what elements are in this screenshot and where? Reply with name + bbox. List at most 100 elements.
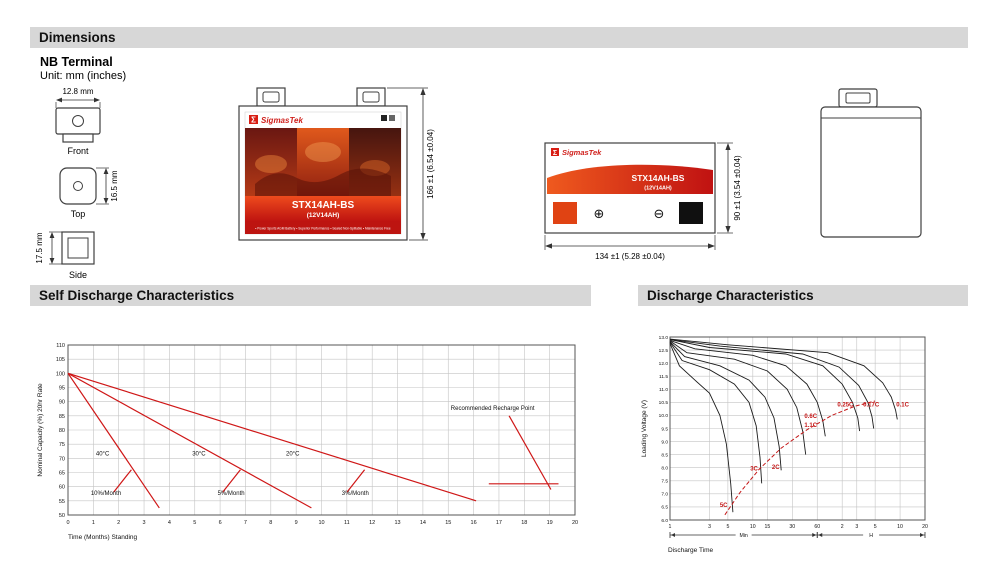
self-discharge-lines [67,372,559,509]
top-label: Top [71,209,86,219]
side-terminal-block [838,88,878,108]
svg-text:85: 85 [59,414,65,420]
brand-sigma: Σ [251,116,256,125]
label-photo-collage [245,128,401,196]
svg-text:12: 12 [369,520,375,526]
nb-terminal-heading: NB Terminal [40,55,113,69]
front-label: Front [67,146,89,156]
svg-text:4: 4 [168,520,171,526]
svg-text:6.0: 6.0 [661,518,668,524]
terminal-top-drawing: Top 16.5 mm [59,167,119,219]
svg-text:40°C: 40°C [96,452,110,458]
self-discharge-chart: 0 1 2 3 4 5 6 7 8 9 10 11 12 13 14 15 16 17 18 19 2050556065… [37,343,578,541]
svg-text:80: 80 [59,428,65,434]
svg-text:17: 17 [496,520,502,526]
svg-text:20: 20 [572,520,578,526]
svg-text:60: 60 [814,524,820,530]
svg-text:3%/Month: 3%/Month [342,491,369,497]
svg-text:0.6C: 0.6C [804,414,817,420]
top-product-label: Σ SigmasTek STX14AH-BS (12V14AH) [547,148,713,194]
svg-text:20°C: 20°C [286,452,300,458]
svg-text:2: 2 [841,524,844,530]
tagline-text: • Power Sports AGM Battery • Superior Pe… [255,227,391,231]
brand-name: SigmasTek [261,116,303,125]
svg-text:16: 16 [471,520,477,526]
brand-name-top: SigmasTek [562,148,602,157]
minus-terminal-icon: ⊖ [654,206,665,221]
svg-text:0: 0 [66,520,69,526]
svg-text:3: 3 [143,520,146,526]
grid [669,336,926,521]
svg-text:5%/Month: 5%/Month [218,491,245,497]
battery-side-view [820,88,922,238]
svg-text:110: 110 [56,343,65,349]
svg-text:1.1C: 1.1C [804,423,817,429]
svg-text:30°C: 30°C [192,452,206,458]
svg-text:8: 8 [269,520,272,526]
terminal-front-drawing: 12.8 mm Front [55,87,101,156]
tagline-strip [245,222,401,234]
svg-text:0.25C: 0.25C [837,402,854,408]
svg-text:Recommended Recharge Point: Recommended Recharge Point [451,406,535,412]
svg-text:5C: 5C [720,503,728,509]
svg-text:105: 105 [56,357,65,363]
svg-text:3: 3 [855,524,858,530]
svg-text:9: 9 [295,520,298,526]
section-title: Discharge Characteristics [647,288,814,303]
front-height-dim-text: 166 ±1 (6.54 ±0.04) [426,129,435,199]
model-rating-top: (12V14AH) [644,186,672,192]
top-width-dim-text: 134 ±1 (5.28 ±0.04) [595,252,665,261]
svg-text:30: 30 [789,524,795,530]
battery-front-view: Σ SigmasTek STX14AH-BS (12V14AH) • Power… [238,87,435,241]
time-unit-brackets: Min H [669,531,926,539]
side-case [820,106,922,238]
section-header-dimensions: Dimensions [30,27,968,48]
tick-labels: 6.0 6.5 7.0 7.5 8.0 8.5 9.0 9.5 10.0 10.5 11.0 11.5… [659,335,928,530]
svg-text:14: 14 [420,520,426,526]
label-cert-icons [381,115,395,121]
section-title: Dimensions [39,30,116,45]
section-title: Self Discharge Characteristics [39,288,235,303]
svg-text:19: 19 [547,520,553,526]
svg-text:10.5: 10.5 [659,400,669,406]
c-rate-labels: 5C 3C 2C 1.1C 0.6C 0.25C 0.17C 0.1C [720,402,910,509]
svg-text:0.17C: 0.17C [863,402,880,408]
section-header-self-discharge: Self Discharge Characteristics [30,285,591,306]
terminal-side-drawing: Side 17.5 mm [35,231,95,280]
svg-text:90: 90 [59,400,65,406]
svg-text:10%/Month: 10%/Month [91,491,121,497]
svg-text:15: 15 [445,520,451,526]
svg-text:8.5: 8.5 [661,452,668,458]
top-height-dim: 16.5 mm [110,170,119,201]
svg-text:100: 100 [56,371,65,377]
svg-text:2: 2 [117,520,120,526]
svg-text:12.5: 12.5 [659,348,669,354]
label-swoosh [547,164,713,194]
positive-terminal-pad [553,202,577,224]
svg-text:55: 55 [59,499,65,505]
front-height-dimension: 166 ±1 (6.54 ±0.04) [387,87,435,241]
negative-terminal-pad [679,202,703,224]
front-product-label: Σ SigmasTek STX14AH-BS (12V14AH) • Power… [244,111,402,235]
unit-note: Unit: mm (inches) [40,70,127,82]
grid [67,344,576,516]
plot-frame [669,336,926,521]
svg-text:1: 1 [669,524,672,530]
svg-text:3C: 3C [750,466,758,472]
front-width-dim: 12.8 mm [62,87,93,96]
model-band [245,196,401,222]
svg-text:Min: Min [739,533,747,539]
front-terminal-posts [256,87,386,107]
top-depth-dimension: 90 ±1 (3.54 ±0.04) [717,142,742,234]
svg-text:10: 10 [318,520,324,526]
svg-text:9.5: 9.5 [661,426,668,432]
svg-text:0.1C: 0.1C [896,402,909,408]
svg-text:50: 50 [59,513,65,519]
top-depth-dim-text: 90 ±1 (3.54 ±0.04) [733,155,742,221]
svg-text:10.0: 10.0 [659,413,669,419]
svg-text:5: 5 [726,524,729,530]
model-number: STX14AH-BS [292,200,355,211]
y-axis-label: Loading Voltage (V) [641,400,648,457]
brand-logo-icon-top [551,148,559,156]
